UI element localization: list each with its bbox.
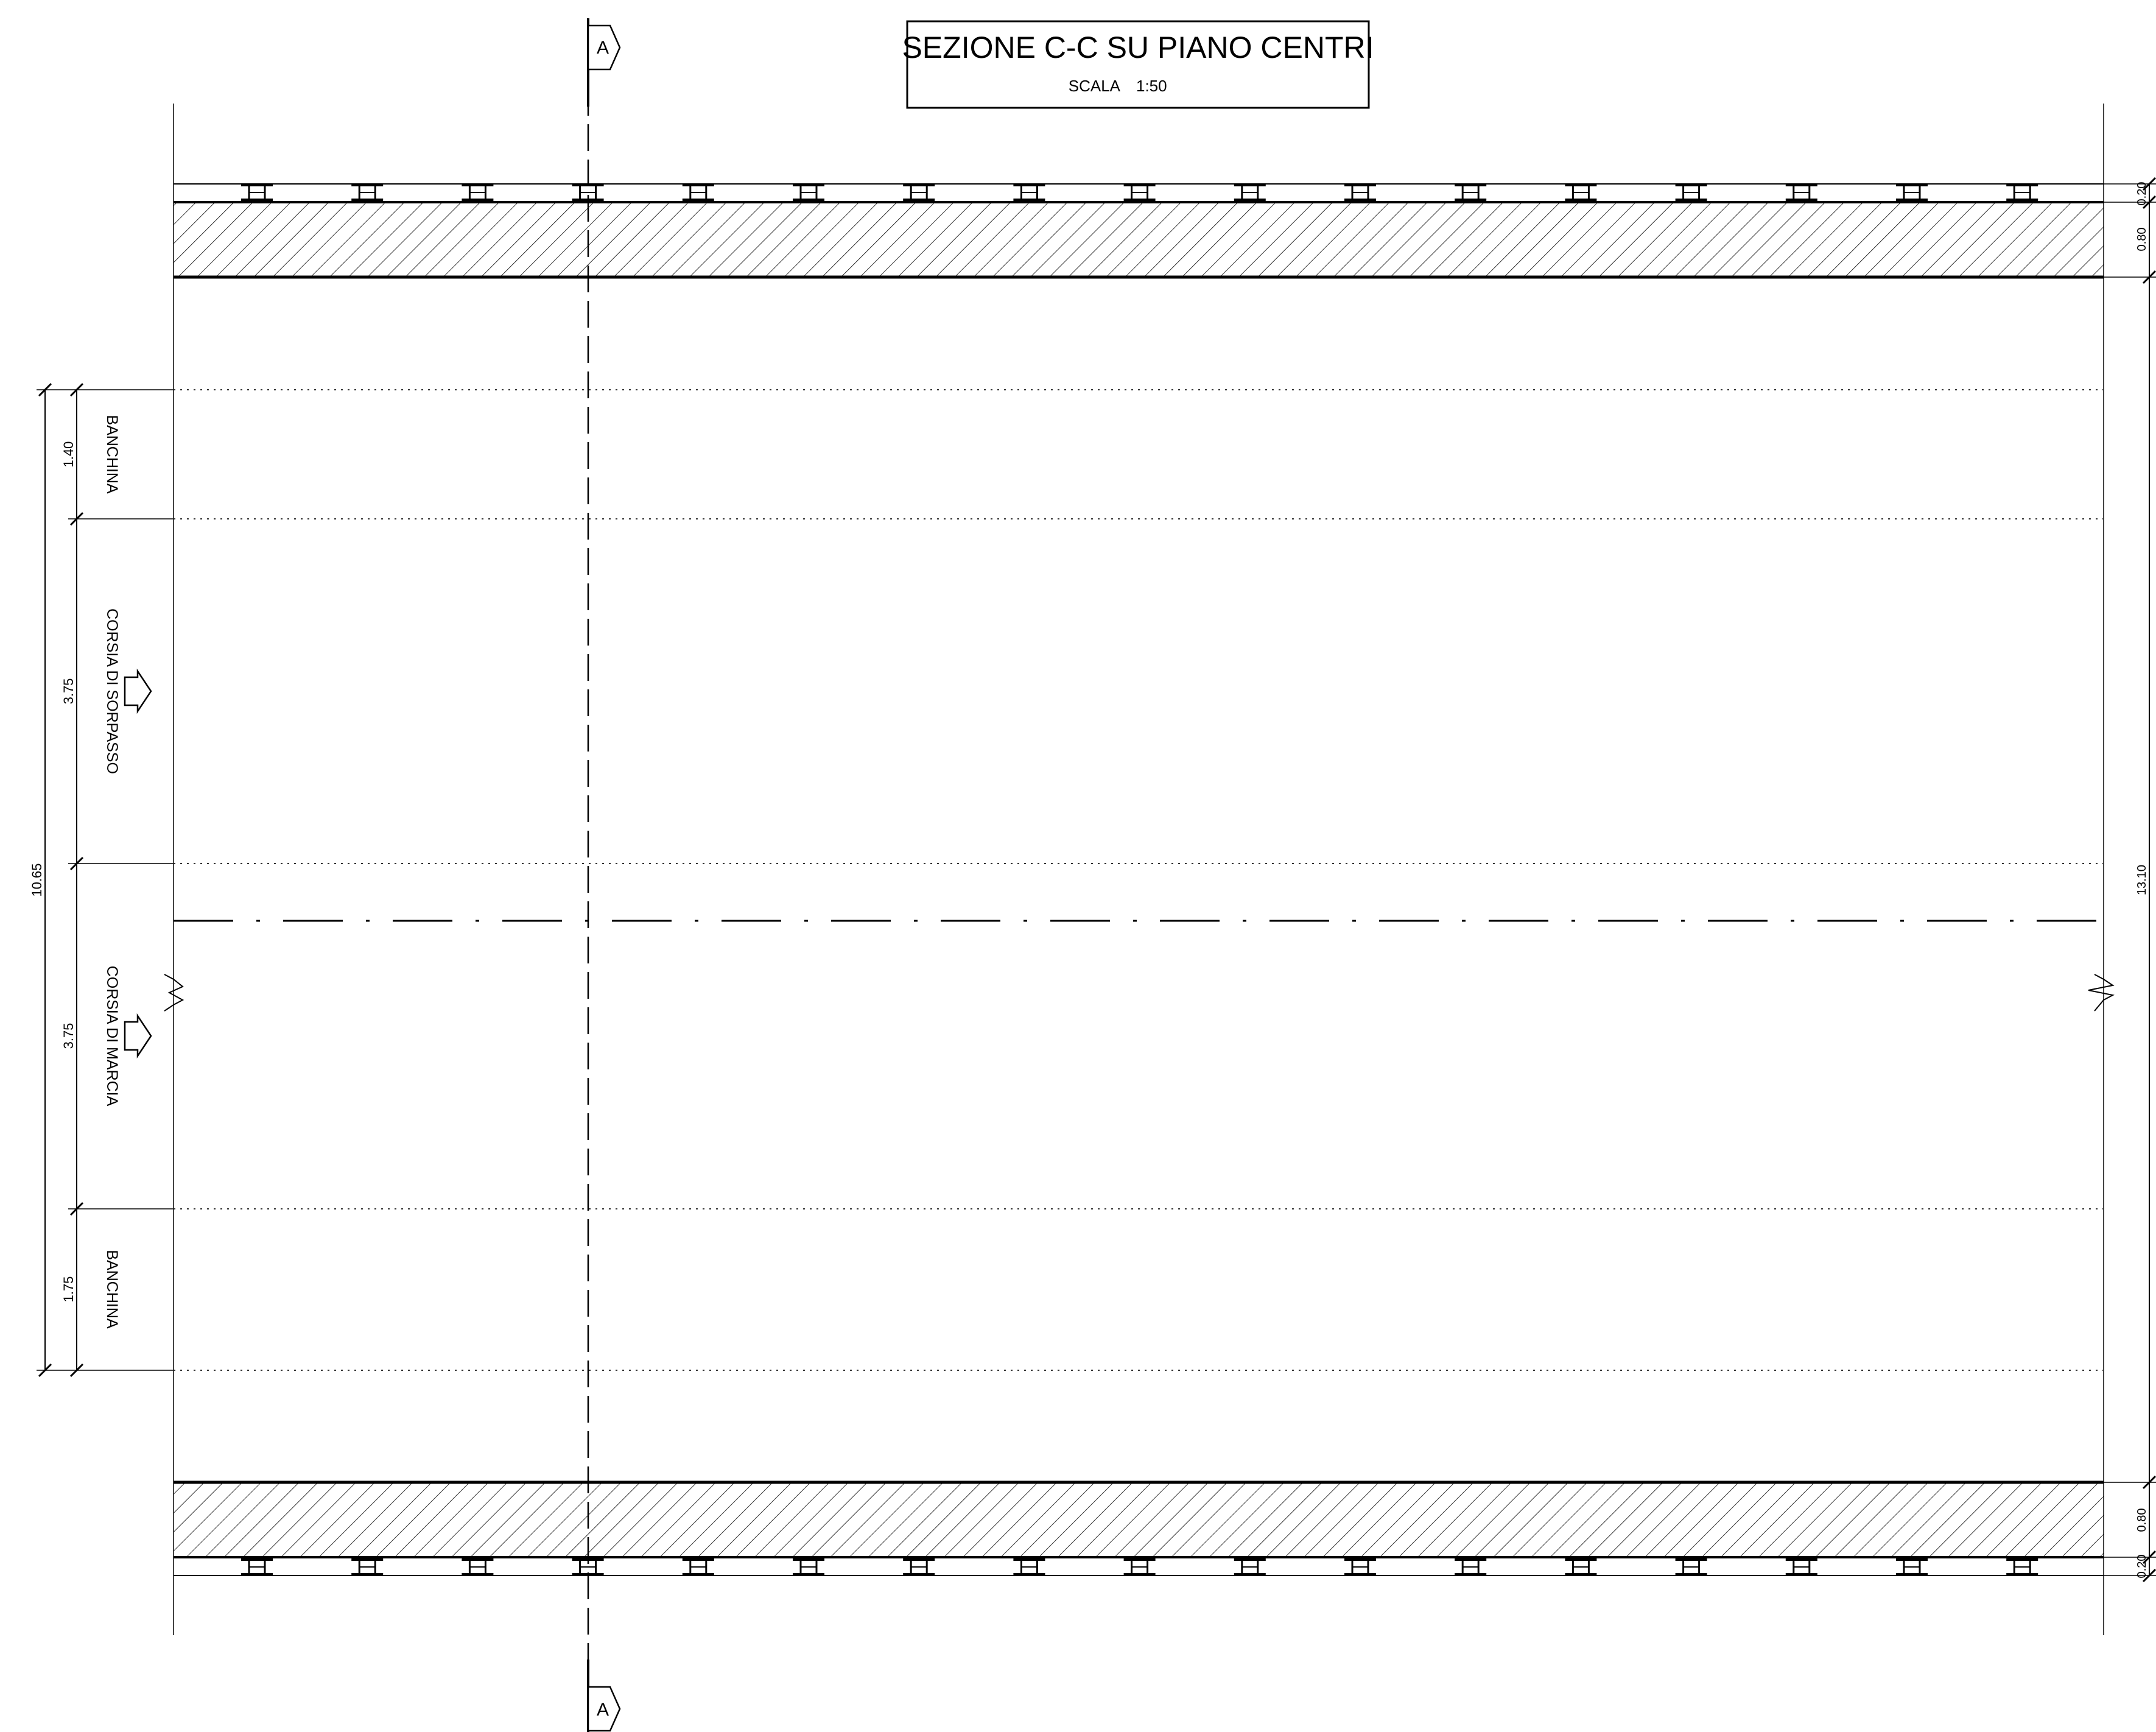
- left-dimensions: 10.65 1.40 3.75 3.75 1.75: [29, 382, 174, 1378]
- bottom-guardrail-posts: [241, 1558, 2038, 1575]
- right-tick-5: [2142, 1550, 2156, 1565]
- right-tick-4: [2142, 1475, 2156, 1490]
- scale-value: 1:50: [1136, 77, 1167, 95]
- guardrail-post-top: [1565, 184, 1597, 201]
- guardrail-post-top: [1785, 184, 1817, 201]
- bottom-curb-hatch: [174, 1484, 2104, 1557]
- lane-label-sorpasso: CORSIA DI SORPASSO: [104, 608, 121, 774]
- lane-label-banchina-top: BANCHINA: [104, 415, 121, 494]
- guardrail-post-top: [1896, 184, 1928, 201]
- guardrail-post-top: [682, 184, 714, 201]
- guardrail-post-top: [1013, 184, 1045, 201]
- tick-chain-4: [69, 1202, 84, 1216]
- direction-arrow-sorpasso-icon: [124, 668, 152, 714]
- dim-top-curb-value: 0.80: [2135, 228, 2149, 252]
- title-frame: [906, 20, 1370, 109]
- right-tick-3: [2142, 270, 2156, 284]
- guardrail-post-top: [462, 184, 494, 201]
- dim-bottom-barrier-value: 0.20: [2135, 1555, 2149, 1579]
- guardrail-post-bottom: [1344, 1558, 1376, 1575]
- section-label-bottom: A: [597, 1700, 609, 1720]
- guardrail-post-bottom: [682, 1558, 714, 1575]
- guardrail-post-top: [1234, 184, 1266, 201]
- guardrail-post-bottom: [351, 1558, 384, 1575]
- section-arrow-top-icon: [587, 24, 621, 71]
- right-break-symbol: [2088, 974, 2115, 1012]
- guardrail-post-bottom: [1785, 1558, 1817, 1575]
- drawing-title: SEZIONE C-C SU PIANO CENTRI: [902, 30, 1374, 65]
- tick-chain-3: [69, 856, 84, 871]
- guardrail-post-bottom: [1234, 1558, 1266, 1575]
- guardrail-post-top: [1675, 184, 1707, 201]
- right-dimensions: 0.20 0.80 13.10 0.80 0.20: [2104, 177, 2156, 1583]
- guardrail-post-top: [793, 184, 824, 201]
- right-tick-2: [2142, 195, 2156, 209]
- dim-marcia-value: 3.75: [61, 1023, 76, 1049]
- scale-label: SCALA: [1069, 77, 1121, 95]
- tick-total-bottom: [38, 1363, 52, 1378]
- guardrail-post-top: [2006, 184, 2038, 201]
- guardrail-post-bottom: [1675, 1558, 1707, 1575]
- title-block: SEZIONE C-C SU PIANO CENTRI SCALA 1:50: [902, 20, 1374, 109]
- guardrail-post-bottom: [1013, 1558, 1045, 1575]
- dim-total-value: 10.65: [29, 863, 44, 896]
- guardrail-post-top: [1123, 184, 1156, 201]
- guardrail-post-bottom: [1896, 1558, 1928, 1575]
- guardrail-post-bottom: [1565, 1558, 1597, 1575]
- guardrail-post-bottom: [1455, 1558, 1487, 1575]
- section-arrow-bottom-icon: [587, 1686, 621, 1732]
- dim-top-barrier-value: 0.20: [2135, 182, 2149, 206]
- dim-banchina-bottom-value: 1.75: [61, 1276, 76, 1303]
- left-break-symbol: [164, 974, 184, 1012]
- top-curb-hatch: [174, 203, 2104, 276]
- guardrail-post-bottom: [903, 1558, 935, 1575]
- guardrail-post-top: [1455, 184, 1487, 201]
- guardrail-post-bottom: [462, 1558, 494, 1575]
- tick-chain-2: [69, 512, 84, 526]
- guardrail-post-bottom: [2006, 1558, 2038, 1575]
- right-tick-1: [2142, 177, 2156, 191]
- direction-arrow-marcia-icon: [124, 1013, 152, 1059]
- lane-labels: BANCHINA CORSIA DI SORPASSO CORSIA DI MA…: [104, 415, 152, 1329]
- top-guardrail-posts: [241, 184, 2038, 201]
- lane-label-banchina-bottom: BANCHINA: [104, 1250, 121, 1329]
- guardrail-post-bottom: [1123, 1558, 1156, 1575]
- tick-chain-5: [69, 1363, 84, 1378]
- guardrail-post-bottom: [241, 1558, 273, 1575]
- tick-chain-1: [69, 382, 84, 397]
- guardrail-post-top: [1344, 184, 1376, 201]
- guardrail-post-top: [241, 184, 273, 201]
- section-marker-bottom: A: [587, 1660, 621, 1732]
- guardrail-post-top: [903, 184, 935, 201]
- guardrail-post-bottom: [793, 1558, 824, 1575]
- right-tick-6: [2142, 1568, 2156, 1583]
- section-marker-top: A: [587, 18, 621, 107]
- dim-bottom-curb-value: 0.80: [2135, 1508, 2149, 1532]
- lane-label-marcia: CORSIA DI MARCIA: [104, 966, 121, 1107]
- section-label-top: A: [597, 38, 609, 58]
- dim-carriageway-value: 13.10: [2135, 865, 2149, 895]
- guardrail-post-top: [351, 184, 384, 201]
- dim-banchina-top-value: 1.40: [61, 442, 76, 468]
- tick-total-top: [38, 382, 52, 397]
- dim-sorpasso-value: 3.75: [61, 678, 76, 705]
